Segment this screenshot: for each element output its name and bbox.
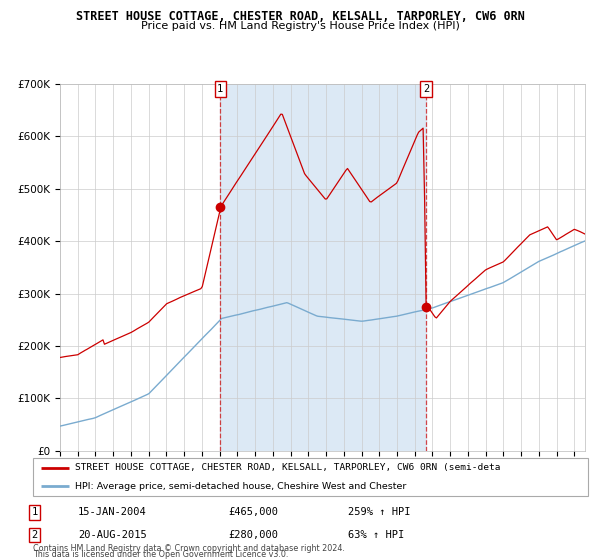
- Text: 2: 2: [32, 530, 38, 540]
- Text: Price paid vs. HM Land Registry's House Price Index (HPI): Price paid vs. HM Land Registry's House …: [140, 21, 460, 31]
- Text: STREET HOUSE COTTAGE, CHESTER ROAD, KELSALL, TARPORLEY, CW6 0RN (semi-deta: STREET HOUSE COTTAGE, CHESTER ROAD, KELS…: [74, 463, 500, 472]
- Text: 63% ↑ HPI: 63% ↑ HPI: [348, 530, 404, 540]
- Text: Contains HM Land Registry data © Crown copyright and database right 2024.: Contains HM Land Registry data © Crown c…: [33, 544, 345, 553]
- Text: This data is licensed under the Open Government Licence v3.0.: This data is licensed under the Open Gov…: [33, 550, 289, 559]
- Text: 1: 1: [217, 84, 223, 94]
- Text: £280,000: £280,000: [228, 530, 278, 540]
- FancyBboxPatch shape: [33, 458, 588, 496]
- Text: 2: 2: [423, 84, 429, 94]
- Text: 20-AUG-2015: 20-AUG-2015: [78, 530, 147, 540]
- Text: £465,000: £465,000: [228, 507, 278, 517]
- Text: 1: 1: [32, 507, 38, 517]
- Bar: [220, 84, 426, 451]
- Text: 259% ↑ HPI: 259% ↑ HPI: [348, 507, 410, 517]
- Text: 15-JAN-2004: 15-JAN-2004: [78, 507, 147, 517]
- Text: STREET HOUSE COTTAGE, CHESTER ROAD, KELSALL, TARPORLEY, CW6 0RN: STREET HOUSE COTTAGE, CHESTER ROAD, KELS…: [76, 10, 524, 23]
- Text: HPI: Average price, semi-detached house, Cheshire West and Chester: HPI: Average price, semi-detached house,…: [74, 482, 406, 491]
